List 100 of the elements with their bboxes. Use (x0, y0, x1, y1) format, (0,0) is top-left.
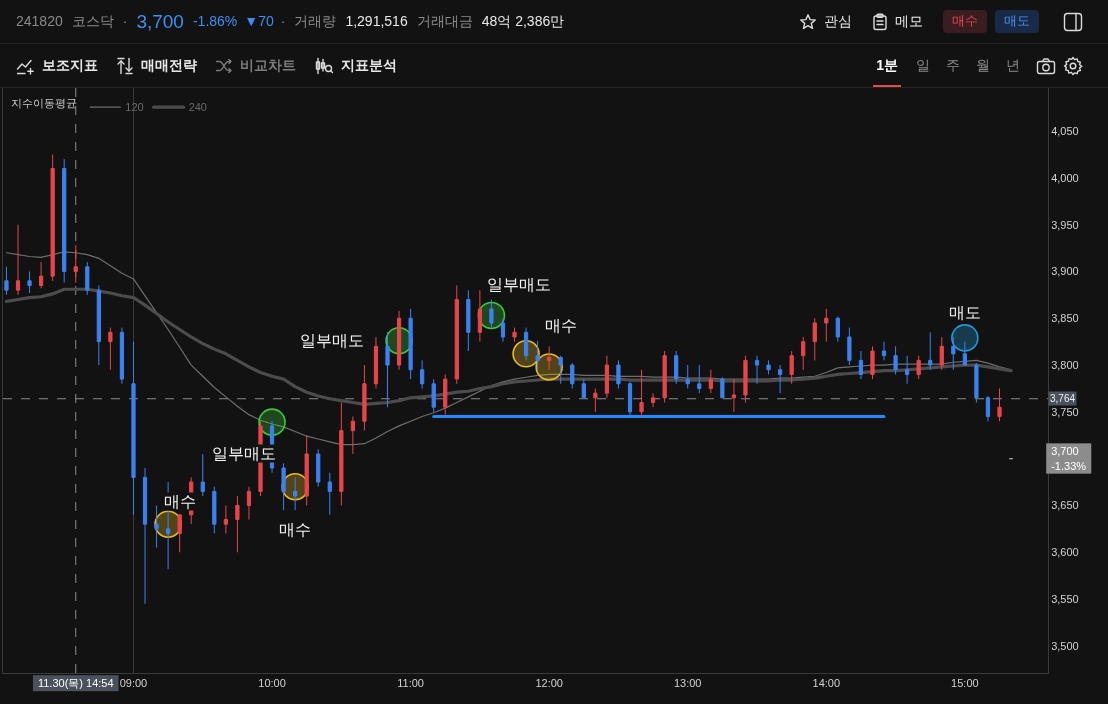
candlestick (777, 364, 783, 394)
text: 월 (976, 57, 990, 74)
candlestick (685, 364, 690, 389)
y-tick-label: 3,600 (1051, 546, 1079, 559)
candlestick (939, 336, 944, 371)
y-tick-label: 3,900 (1051, 265, 1079, 278)
y-tick-label: 3,500 (1051, 639, 1079, 652)
candlestick (627, 381, 633, 418)
y-tick-label: 3,950 (1051, 218, 1079, 231)
candlestick (142, 467, 148, 605)
candlestick (454, 285, 459, 385)
x-tick-label: 14:00 (812, 677, 841, 690)
ref-line-label: 3,764 (1050, 393, 1076, 404)
candlestick (38, 261, 44, 289)
series-label: 매수 (164, 493, 196, 510)
candlestick (27, 270, 32, 294)
text: 241820 (16, 13, 63, 30)
text: 일부매도 (300, 332, 364, 349)
candlestick (801, 336, 806, 371)
text: 코스닥 (71, 13, 114, 30)
candlestick (200, 453, 205, 497)
candlestick (581, 378, 586, 399)
legend-label: 120 (125, 101, 144, 114)
x-tick-label: 11:00 (397, 677, 424, 690)
text: 48억 2,386만 (481, 13, 565, 30)
y-tick-label: 3,650 (1051, 499, 1079, 512)
y-tick-label: 3,850 (1051, 312, 1079, 325)
y-tick-label: 3,750 (1051, 405, 1079, 418)
candlestick (893, 345, 898, 375)
candlestick (466, 289, 471, 352)
candlestick (396, 310, 402, 371)
candlestick (177, 514, 182, 553)
candlestick (616, 359, 621, 389)
candlestick (974, 362, 979, 403)
candlestick (223, 504, 228, 535)
candlestick (443, 373, 448, 416)
text: 매도 (995, 10, 1039, 33)
candlestick (408, 308, 413, 380)
text: 거래대금 (416, 13, 473, 30)
candlestick (500, 317, 506, 343)
candlestick (639, 369, 644, 418)
text: -1.86% (192, 13, 238, 30)
text: 일 (916, 57, 930, 74)
candlestick (385, 331, 390, 408)
candlestick (905, 355, 910, 385)
candlestick (212, 486, 217, 535)
y-tick-label: 4,000 (1051, 171, 1079, 184)
series-label: 일부매도 (487, 276, 551, 293)
x-tick-label: 09:00 (119, 677, 148, 690)
candlestick (339, 402, 344, 506)
candlestick (570, 362, 575, 389)
candlestick (119, 327, 125, 385)
candlestick (708, 369, 713, 394)
candlestick (235, 495, 240, 553)
text: 거래량 (294, 13, 337, 30)
candlestick (985, 395, 991, 422)
candlestick (858, 350, 864, 380)
candlestick (754, 355, 760, 385)
candlestick (916, 355, 921, 380)
x-tick-label: 11.30(목) 14:54 (37, 677, 114, 690)
candlestick (720, 376, 725, 399)
candlestick (881, 341, 887, 361)
candlestick (316, 448, 321, 488)
text: 주 (946, 57, 960, 74)
candlestick (4, 266, 9, 296)
text: · (122, 13, 128, 30)
series-label: 매도 (949, 304, 981, 321)
candlestick (512, 327, 517, 343)
text: · (280, 13, 286, 30)
candlestick (154, 504, 159, 549)
candlestick (131, 341, 136, 516)
candlestick (62, 158, 67, 284)
candlestick (327, 472, 332, 516)
candlestick (674, 350, 679, 385)
candlestick (697, 364, 702, 394)
text: 1분 (876, 57, 898, 74)
candlestick (246, 486, 252, 520)
candlestick (420, 359, 425, 389)
candlestick (362, 364, 367, 432)
candlestick (870, 345, 875, 380)
candlestick (766, 359, 771, 375)
candlestick (962, 341, 967, 366)
candlestick (662, 350, 667, 403)
candlestick (547, 345, 552, 371)
x-tick-label: 13:00 (673, 677, 702, 690)
candlestick (812, 317, 817, 361)
candlestick (85, 261, 90, 296)
candlestick (50, 153, 55, 282)
text: 메모 (895, 13, 923, 30)
line-series (5, 251, 1012, 446)
candlestick (489, 299, 494, 329)
text: 보조지표 (42, 57, 98, 74)
candlestick (304, 434, 309, 506)
candlestick (558, 355, 563, 385)
x-tick-label: 10:00 (258, 677, 286, 690)
candlestick (73, 244, 78, 284)
y-tick-label: 3,800 (1051, 358, 1079, 371)
text: 지표분석 (341, 57, 397, 74)
text: 관심 (824, 13, 852, 30)
y-tick-label: 3,550 (1051, 592, 1079, 605)
